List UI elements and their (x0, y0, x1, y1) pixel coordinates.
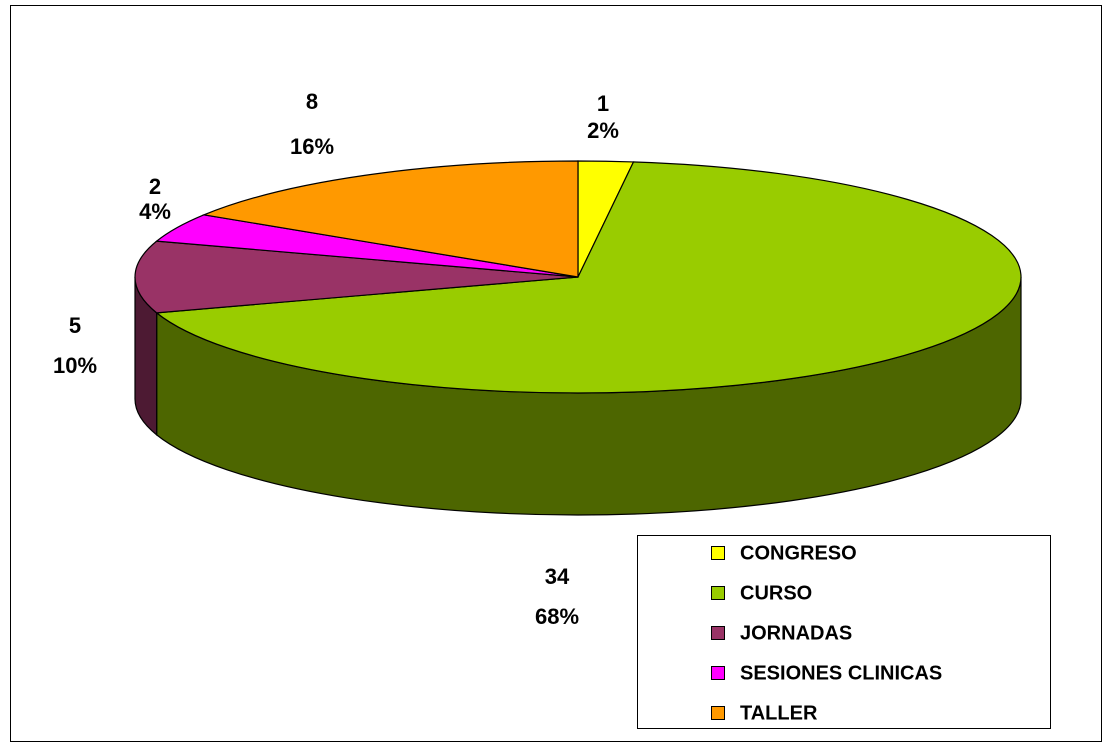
legend-swatch (711, 666, 725, 680)
legend: CONGRESO CURSO JORNADAS SESIONES CLINICAS TA… (711, 542, 942, 724)
data-label-value: 8 (306, 89, 318, 114)
legend-label: CURSO (740, 582, 812, 604)
pie-tops (134, 160, 1022, 394)
legend-label: CONGRESO (740, 542, 857, 564)
data-labels: 12% 34 68% 5 10% 24% 8 16% (53, 89, 619, 629)
data-label-percent: 16% (290, 134, 334, 159)
legend-swatch (711, 546, 725, 560)
data-label-value: 2 (149, 174, 161, 199)
legend-swatch (711, 706, 725, 720)
legend-swatch (711, 626, 725, 640)
pie-slice (201, 160, 579, 278)
legend-swatch (711, 586, 725, 600)
data-label-value: 34 (545, 564, 570, 589)
legend-label: JORNADAS (740, 622, 852, 644)
data-label-value: 5 (69, 313, 81, 338)
legend-label: SESIONES CLINICAS (740, 662, 942, 684)
data-label-percent: 4% (139, 199, 171, 224)
data-label-percent: 2% (587, 118, 619, 143)
pie-slice (155, 161, 1022, 394)
legend-label: TALLER (740, 702, 818, 724)
data-label-value: 1 (597, 91, 609, 116)
data-label-percent: 68% (535, 604, 579, 629)
pie-slice (134, 240, 579, 314)
legend-box (637, 535, 1051, 729)
data-label-percent: 10% (53, 353, 97, 378)
